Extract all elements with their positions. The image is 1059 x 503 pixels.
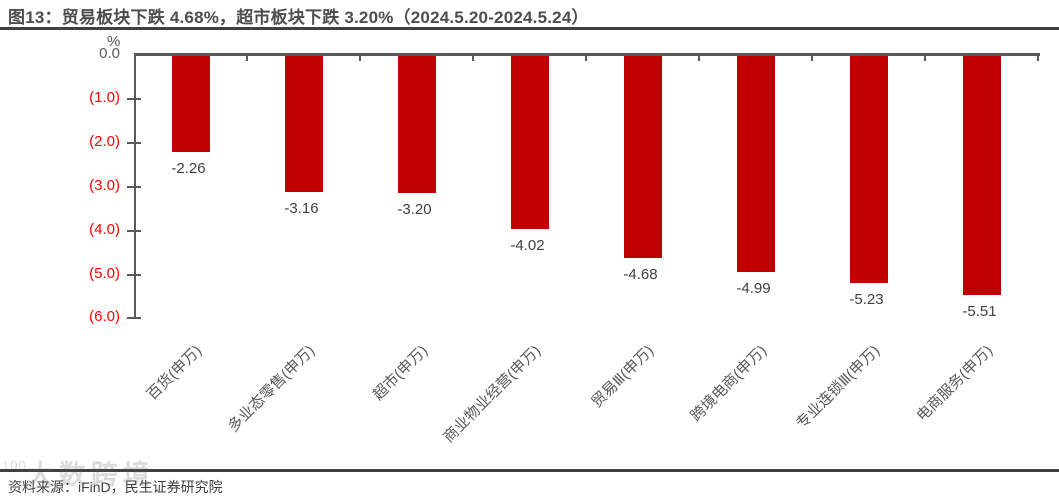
y-axis-tick [127, 317, 141, 320]
x-axis-tick [246, 56, 248, 61]
y-axis-tick-label: (6.0) [89, 308, 120, 326]
x-axis-tick [698, 56, 700, 61]
y-axis-tick-label: (4.0) [89, 220, 120, 238]
watermark-logo: 100 [2, 458, 27, 473]
y-axis-tick-label: 0.0 [99, 45, 120, 62]
y-axis-tick [127, 185, 141, 188]
chart-bar [284, 56, 323, 192]
y-axis-tick-label: (2.0) [89, 132, 120, 150]
watermark: 100大数跨境 [2, 453, 155, 492]
chart-bar [736, 56, 775, 273]
chart-bar [171, 56, 210, 153]
chart-title: 图13：贸易板块下跌 4.68%，超市板块下跌 3.20%（2024.5.20-… [8, 8, 589, 27]
y-axis-tick-label: (3.0) [89, 176, 120, 194]
y-axis-tick [127, 273, 141, 276]
y-axis-unit-label: % [107, 33, 121, 50]
chart-bar [849, 56, 888, 283]
chart-bar [962, 56, 1001, 295]
y-axis-tick [127, 229, 141, 232]
x-axis-tick [472, 56, 474, 61]
x-axis-tick [811, 56, 813, 61]
bar-value-label: -4.02 [510, 237, 545, 255]
bar-value-label: -5.23 [849, 290, 884, 308]
bar-value-label: -2.26 [171, 160, 206, 178]
y-axis-tick-label: (5.0) [89, 264, 120, 282]
x-axis-tick [359, 56, 361, 61]
y-axis-tick [127, 141, 141, 144]
bar-value-label: -5.51 [962, 302, 997, 320]
bar-value-label: -4.68 [623, 266, 658, 284]
source-attribution: 资料来源：iFinD，民生证券研究院 [8, 479, 223, 495]
y-axis-tick [127, 97, 141, 100]
bar-value-label: -4.99 [736, 280, 771, 298]
chart-bar [623, 56, 662, 259]
chart-bar [397, 56, 436, 194]
x-axis-zero-line [134, 53, 1040, 56]
bar-value-label: -3.16 [284, 199, 319, 217]
chart-bar [510, 56, 549, 230]
x-axis-tick [924, 56, 926, 61]
title-divider-line [0, 27, 1059, 30]
x-axis-tick [585, 56, 587, 61]
y-axis-tick-label: (1.0) [89, 88, 120, 106]
bar-value-label: -3.20 [397, 201, 432, 219]
x-axis-tick [1037, 56, 1039, 61]
footer-divider-line [0, 469, 1059, 472]
watermark-text: 大数跨境 [26, 460, 155, 490]
